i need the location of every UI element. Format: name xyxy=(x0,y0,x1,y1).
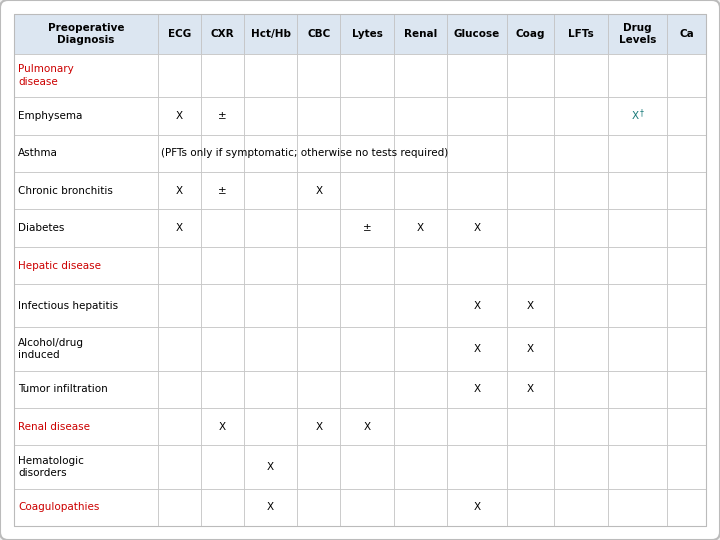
Text: Pulmonary
disease: Pulmonary disease xyxy=(18,64,73,87)
Bar xyxy=(297,408,341,446)
Text: Preoperative
Diagnosis: Preoperative Diagnosis xyxy=(48,23,125,45)
Bar xyxy=(507,172,554,210)
Bar xyxy=(14,370,158,408)
Bar xyxy=(158,408,201,446)
Bar xyxy=(297,285,341,327)
Bar xyxy=(447,97,507,134)
Bar xyxy=(244,97,297,134)
Text: X: X xyxy=(474,344,480,354)
Text: Asthma: Asthma xyxy=(18,148,58,158)
Text: X: X xyxy=(176,223,183,233)
Bar xyxy=(244,14,297,54)
Text: X: X xyxy=(417,223,424,233)
Bar xyxy=(14,54,158,97)
Bar xyxy=(554,327,608,370)
Text: ECG: ECG xyxy=(168,29,192,39)
Bar xyxy=(608,172,667,210)
Bar xyxy=(244,408,297,446)
Bar xyxy=(297,489,341,526)
Bar xyxy=(554,14,608,54)
Bar xyxy=(447,247,507,285)
Bar xyxy=(394,327,447,370)
Bar xyxy=(244,54,297,97)
Bar xyxy=(667,446,706,489)
Bar xyxy=(201,446,244,489)
Bar xyxy=(201,134,244,172)
Bar xyxy=(447,14,507,54)
Bar xyxy=(201,210,244,247)
Bar xyxy=(244,247,297,285)
Text: Coagulopathies: Coagulopathies xyxy=(18,502,99,512)
Bar xyxy=(608,134,667,172)
Text: X: X xyxy=(527,301,534,311)
Text: Coag: Coag xyxy=(516,29,545,39)
Bar xyxy=(297,327,341,370)
Bar xyxy=(554,285,608,327)
Bar xyxy=(507,97,554,134)
Bar xyxy=(507,54,554,97)
Text: Glucose: Glucose xyxy=(454,29,500,39)
Text: X: X xyxy=(315,422,323,432)
Text: Ca: Ca xyxy=(679,29,694,39)
Text: X: X xyxy=(474,301,480,311)
Bar xyxy=(341,489,394,526)
Bar xyxy=(297,14,341,54)
Bar xyxy=(394,247,447,285)
Text: Renal disease: Renal disease xyxy=(18,422,90,432)
Bar xyxy=(554,247,608,285)
Text: X: X xyxy=(527,384,534,394)
Bar xyxy=(608,489,667,526)
Bar xyxy=(201,370,244,408)
Bar xyxy=(608,446,667,489)
Text: Drug
Levels: Drug Levels xyxy=(619,23,657,45)
Bar xyxy=(447,134,507,172)
Text: Hepatic disease: Hepatic disease xyxy=(18,261,101,271)
Bar xyxy=(244,172,297,210)
Bar xyxy=(158,14,201,54)
Text: X: X xyxy=(267,502,274,512)
Bar xyxy=(244,370,297,408)
Bar xyxy=(507,446,554,489)
Bar xyxy=(297,247,341,285)
Bar xyxy=(341,247,394,285)
Bar xyxy=(341,408,394,446)
Bar xyxy=(667,54,706,97)
Bar xyxy=(447,327,507,370)
Bar xyxy=(667,97,706,134)
Bar xyxy=(667,489,706,526)
Bar xyxy=(554,134,608,172)
Bar xyxy=(394,408,447,446)
Bar xyxy=(394,370,447,408)
Bar xyxy=(201,172,244,210)
Bar xyxy=(158,54,201,97)
Bar xyxy=(244,210,297,247)
Bar xyxy=(244,285,297,327)
Bar xyxy=(201,247,244,285)
Bar xyxy=(341,210,394,247)
Text: X: X xyxy=(527,344,534,354)
Text: X: X xyxy=(315,186,323,195)
Bar xyxy=(158,489,201,526)
Bar xyxy=(667,370,706,408)
Bar xyxy=(244,134,297,172)
Bar xyxy=(14,97,158,134)
Bar xyxy=(158,327,201,370)
Bar xyxy=(14,285,158,327)
Bar xyxy=(201,285,244,327)
Bar xyxy=(341,285,394,327)
Bar xyxy=(507,285,554,327)
Bar xyxy=(341,134,394,172)
Text: Renal: Renal xyxy=(404,29,437,39)
Bar xyxy=(608,408,667,446)
Bar xyxy=(447,172,507,210)
Bar xyxy=(201,489,244,526)
Bar xyxy=(554,54,608,97)
Bar xyxy=(667,210,706,247)
Bar xyxy=(554,446,608,489)
Bar xyxy=(667,408,706,446)
Bar xyxy=(201,14,244,54)
Bar xyxy=(447,285,507,327)
Bar xyxy=(554,97,608,134)
Text: X: X xyxy=(267,462,274,472)
